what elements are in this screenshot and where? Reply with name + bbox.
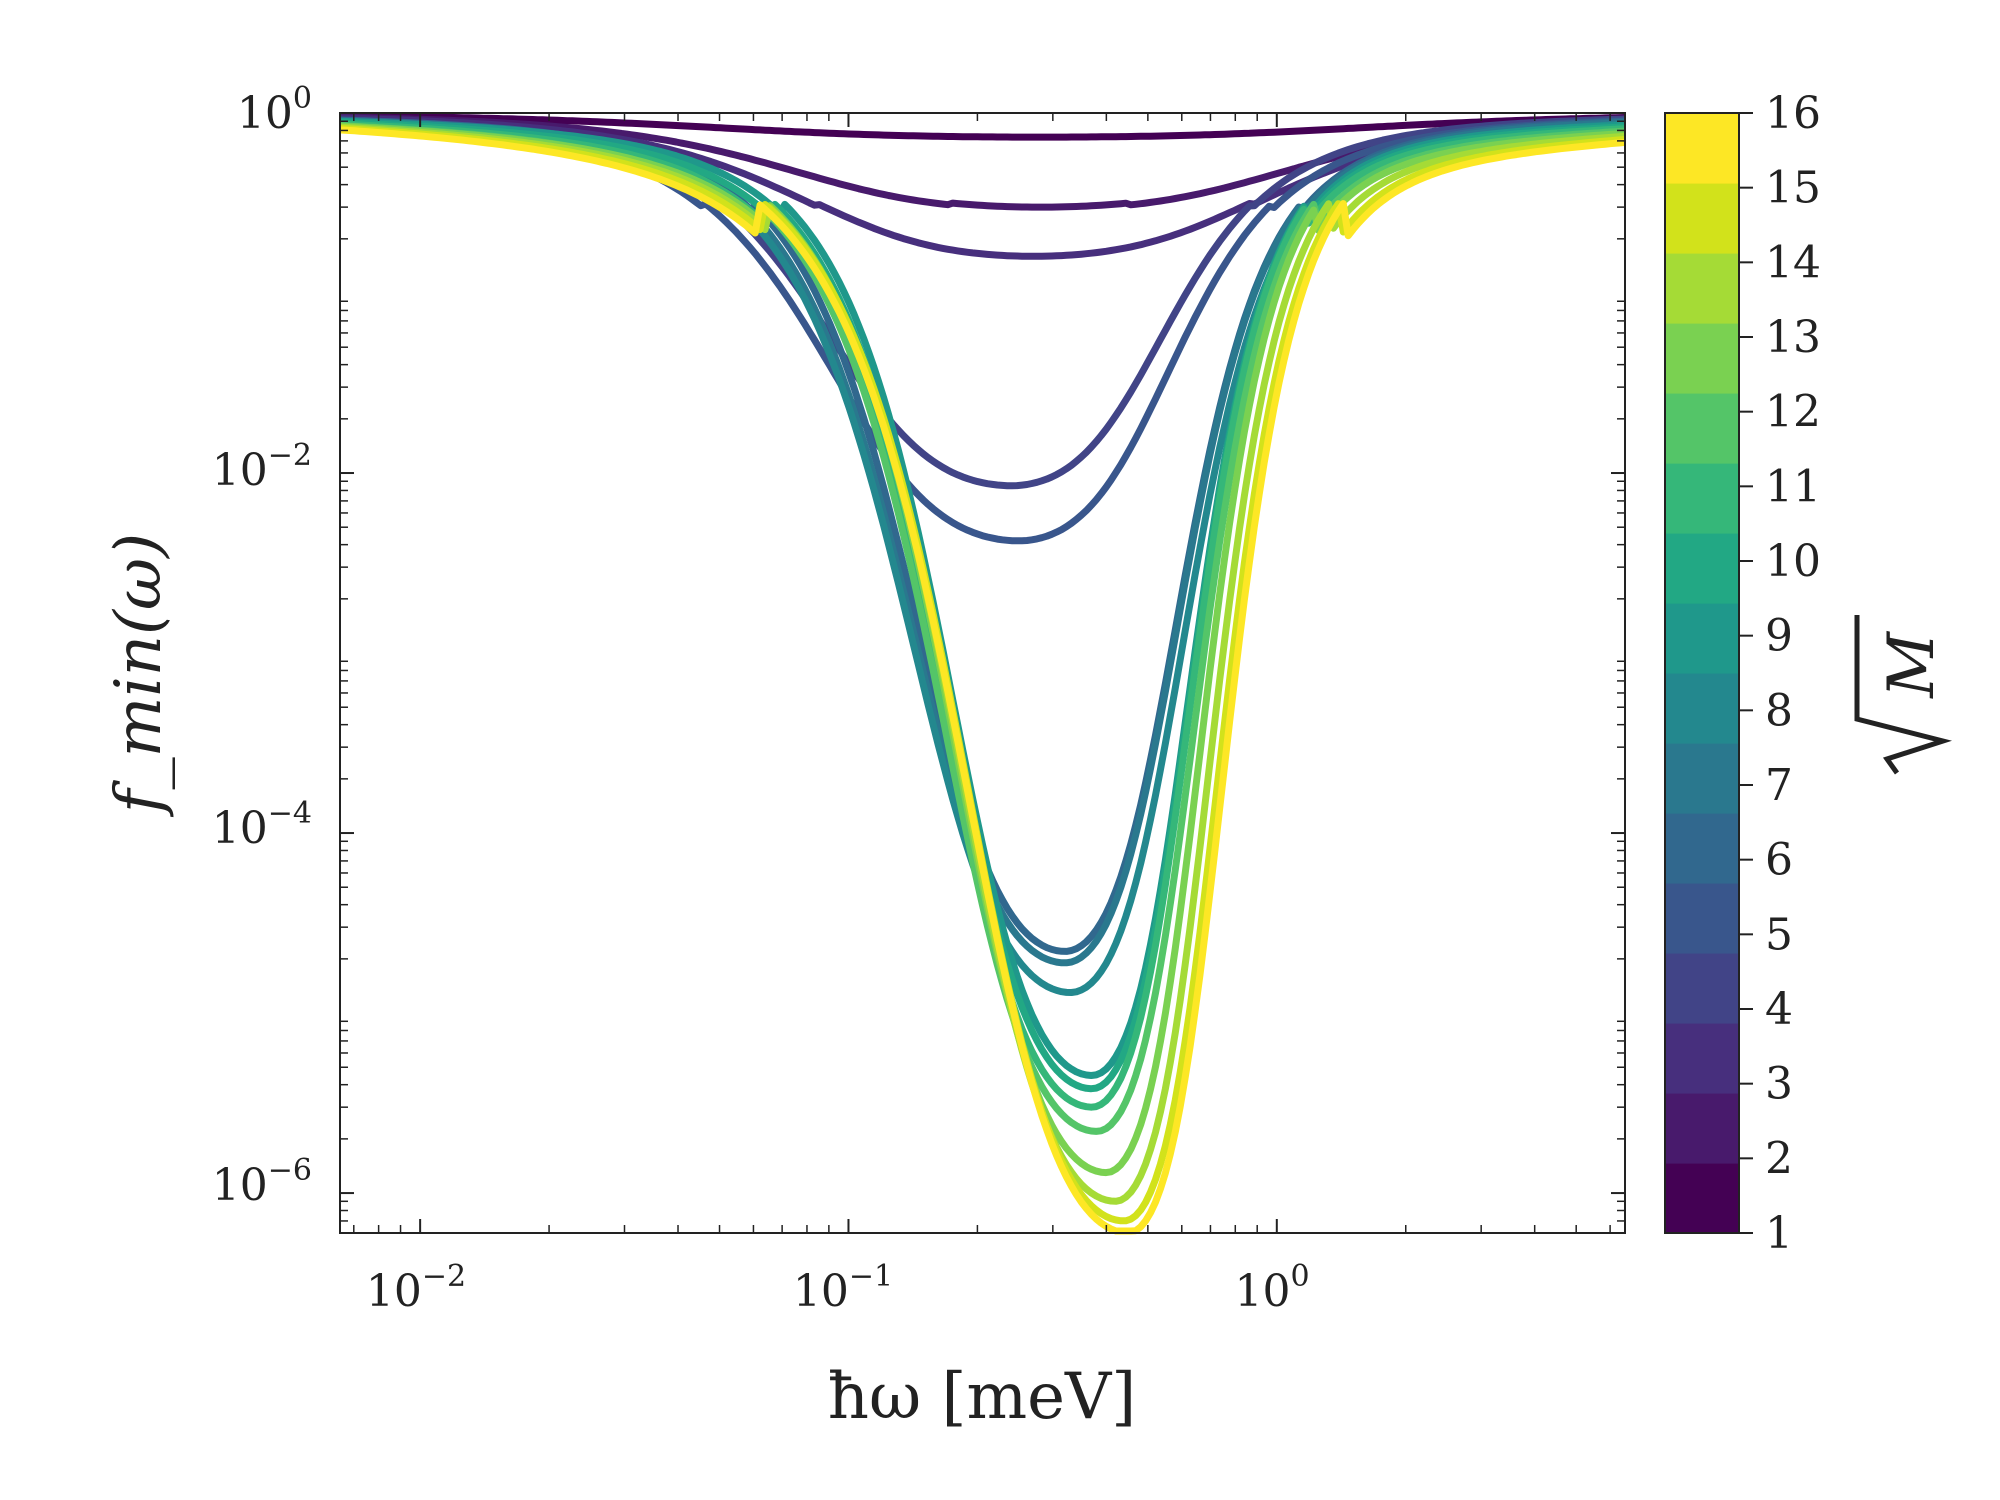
series-line-sqrtM-15 <box>339 124 1626 1225</box>
plot-frame <box>339 112 1626 1234</box>
colorbar-segment-12 <box>1665 393 1739 464</box>
colorbar-tick-label-2: 2 <box>1765 1133 1793 1184</box>
colorbar-tick-label-3: 3 <box>1765 1059 1793 1110</box>
colorbar-tick-label-16: 16 <box>1765 88 1821 139</box>
series-line-sqrtM-5 <box>339 117 1626 545</box>
series-layer <box>339 112 1626 1235</box>
colorbar-segment-9 <box>1665 603 1739 674</box>
colorbar-tick-label-15: 15 <box>1765 163 1821 214</box>
x-axis-label: ħω [meV] <box>828 1360 1136 1434</box>
series-line-sqrtM-13 <box>339 122 1626 1177</box>
colorbar-segment-4 <box>1665 953 1739 1024</box>
colorbar-tick-label-8: 8 <box>1765 685 1793 736</box>
colorbar-tick-label-7: 7 <box>1765 760 1793 811</box>
colorbar-segment-15 <box>1665 183 1739 254</box>
major-ticks <box>340 112 1625 1233</box>
colorbar-segment-8 <box>1665 673 1739 744</box>
colorbar-tick-label-4: 4 <box>1765 984 1793 1035</box>
colorbar-label-symbol: M <box>1875 631 1949 699</box>
colorbar-segment-14 <box>1665 253 1739 324</box>
colorbar-tick-label-1: 1 <box>1765 1208 1793 1259</box>
colorbar-tick-label-6: 6 <box>1765 835 1793 886</box>
colorbar-segment-7 <box>1665 743 1739 814</box>
colorbar-segment-2 <box>1665 1093 1739 1164</box>
series-line-sqrtM-16 <box>339 126 1626 1235</box>
x-tick-label-1e0: 100 <box>1234 1259 1309 1317</box>
colorbar-tick-label-14: 14 <box>1765 237 1821 288</box>
y-tick-label-1e-6: 10−6 <box>212 1153 312 1211</box>
colorbar-tick-label-12: 12 <box>1765 387 1821 438</box>
colorbar-segment-10 <box>1665 533 1739 604</box>
x-tick-label-1e-2: 10−2 <box>366 1259 466 1317</box>
colorbar-tick-label-9: 9 <box>1765 611 1793 662</box>
series-line-sqrtM-1 <box>340 112 1626 141</box>
series-line-sqrtM-12 <box>339 122 1626 1135</box>
colorbar-segment-6 <box>1665 813 1739 884</box>
colorbar-segment-13 <box>1665 323 1739 394</box>
series-line-sqrtM-11 <box>339 120 1626 1111</box>
colorbar-frame <box>1664 112 1740 1234</box>
colorbar-tick-label-5: 5 <box>1765 909 1793 960</box>
minor-ticks <box>340 113 1625 1233</box>
colorbar-label: M <box>1854 615 1953 775</box>
series-line-sqrtM-9 <box>339 117 1626 1079</box>
sqrt-radical-icon <box>1854 615 1953 775</box>
colorbar-tick-label-11: 11 <box>1765 461 1821 512</box>
x-tick-label-1e-1: 10−1 <box>793 1259 893 1317</box>
colorbar-segment-11 <box>1665 463 1739 534</box>
colorbar <box>1665 113 1739 1234</box>
y-axis-label: f_min(ω) <box>102 533 176 817</box>
colorbar-segment-16 <box>1665 113 1739 184</box>
colorbar-segment-5 <box>1665 883 1739 954</box>
series-line-sqrtM-10 <box>339 119 1626 1093</box>
colorbar-tick-label-10: 10 <box>1765 536 1821 587</box>
colorbar-segment-3 <box>1665 1023 1739 1094</box>
y-tick-label-1e-4: 10−4 <box>212 796 312 854</box>
y-tick-label-1e-2: 10−2 <box>212 438 312 496</box>
colorbar-segment-1 <box>1665 1163 1739 1234</box>
series-line-sqrtM-14 <box>339 123 1626 1205</box>
colorbar-tick-label-13: 13 <box>1765 312 1821 363</box>
y-tick-label-1e0: 100 <box>237 81 312 139</box>
